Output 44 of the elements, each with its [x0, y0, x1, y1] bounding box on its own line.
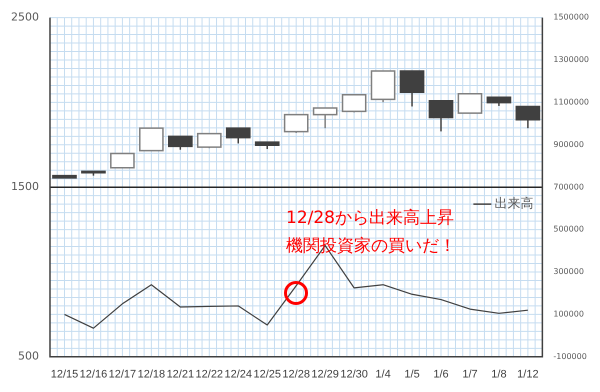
annotation: 機関投資家の買いだ！	[286, 236, 456, 256]
candlestick	[428, 100, 454, 132]
candlestick	[312, 107, 338, 129]
candlestick	[400, 70, 424, 108]
x-tick-label: 12/17	[108, 368, 136, 380]
x-tick-label: 1/12	[517, 368, 539, 380]
candlestick	[139, 127, 164, 152]
x-tick-label: 1/4	[375, 368, 391, 380]
legend-label: 出来高	[494, 196, 534, 212]
x-tick-label: 12/29	[311, 368, 339, 380]
candlestick	[516, 106, 540, 129]
x-tick-label: 12/15	[50, 368, 78, 380]
candlestick	[226, 127, 251, 144]
x-tick-label: 12/16	[80, 368, 108, 380]
x-tick-label: 12/18	[138, 368, 166, 380]
x-tick-label: 1/5	[404, 368, 420, 380]
y2-tick-label: 1300000	[553, 55, 590, 64]
x-tick-label: 12/25	[253, 368, 281, 380]
y2-tick-label: 100000	[553, 309, 584, 318]
y-tick-label: 2500	[10, 10, 39, 24]
candlestick	[342, 94, 366, 114]
y2-tick-label: 700000	[553, 182, 584, 192]
y2-tick-label: -100000	[553, 352, 587, 361]
candlestick	[196, 132, 222, 149]
candlestick	[110, 152, 135, 168]
x-tick-label: 12/21	[166, 368, 194, 380]
x-tick-label: 1/8	[491, 368, 507, 380]
candlestick	[168, 136, 193, 150]
y2-tick-label: 900000	[553, 140, 584, 149]
candlestick	[458, 93, 482, 114]
y2-tick-label: 500000	[553, 224, 584, 234]
y-tick-label: 500	[18, 350, 39, 363]
annotation: 12/28から出来高上昇	[286, 208, 454, 228]
candlestick	[284, 114, 309, 134]
x-tick-label: 12/22	[196, 368, 224, 380]
y2-tick-label: 300000	[553, 267, 584, 276]
y2-tick-label: 1500000	[553, 12, 590, 22]
x-tick-label: 12/24	[224, 368, 252, 380]
x-tick-label: 1/7	[462, 368, 478, 380]
y2-tick-label: 1100000	[553, 97, 590, 106]
x-tick-label: 1/6	[433, 368, 449, 380]
x-tick-label: 12/30	[340, 368, 368, 380]
y-tick-label: 1500	[10, 180, 39, 194]
x-tick-label: 12/28	[282, 368, 310, 380]
